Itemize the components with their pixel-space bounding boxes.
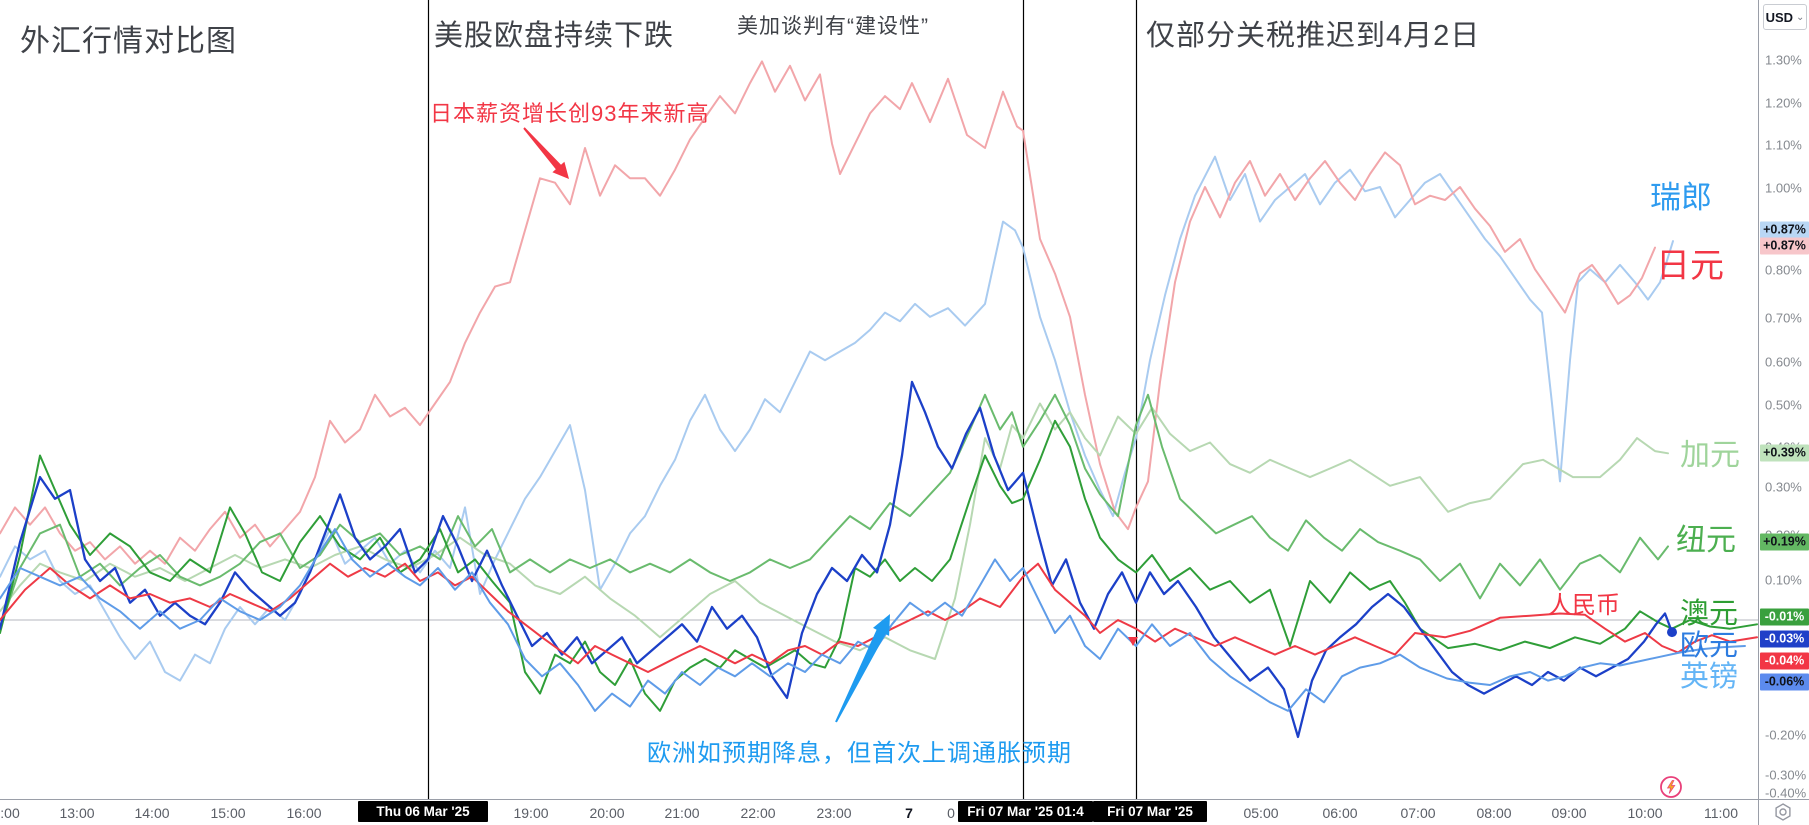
time-label-08:00: 08:00 <box>1476 805 1512 821</box>
series-label-加元: 加元 <box>1680 439 1740 472</box>
price-scale-settings-icon[interactable] <box>1773 802 1793 825</box>
time-label-16:00: 16:00 <box>286 805 322 821</box>
series-label-瑞郎: 瑞郎 <box>1650 180 1712 215</box>
price-axis[interactable]: USD ⌄ 1.30% 1.20% 1.10% 1.00% 0.80% 0.70% 0.60… <box>1758 0 1809 825</box>
price-label--0.30%: -0.30% <box>1765 767 1807 783</box>
series-label-欧元: 欧元 <box>1680 630 1739 662</box>
ecb-arrow[interactable] <box>835 614 890 723</box>
series-line-澳元[interactable] <box>0 419 1758 712</box>
time-label-10:00: 10:00 <box>1627 805 1663 821</box>
price-label-0.10%: 0.10% <box>1765 572 1802 588</box>
price-badge-日元: +0.87% <box>1760 237 1809 255</box>
time-label-21:00: 21:00 <box>664 805 700 821</box>
japan-wage-arrow[interactable] <box>523 127 569 179</box>
annotation-note-ecb[interactable]: 欧洲如预期降息，但首次上调通胀预期 <box>647 740 1072 767</box>
series-line-英镑[interactable] <box>0 528 1746 712</box>
chart-plot-area[interactable] <box>0 0 1758 799</box>
series-label-人民币: 人民币 <box>1548 592 1620 619</box>
series-line-瑞郎[interactable] <box>0 155 1674 682</box>
time-session-badge-3: Fri 07 Mar '25 03:15 <box>1093 801 1207 822</box>
series-line-人民币[interactable] <box>0 562 1758 673</box>
flash-boost-icon[interactable] <box>1659 775 1683 804</box>
price-label-0.70%: 0.70% <box>1765 310 1802 326</box>
series-label-澳元: 澳元 <box>1680 598 1739 630</box>
time-label-13:00: 13:00 <box>59 805 95 821</box>
series-line-日元[interactable] <box>0 60 1656 565</box>
price-label--0.40%: -0.40% <box>1765 785 1807 801</box>
price-badge-纽元: +0.19% <box>1760 533 1809 551</box>
price-badge-加元: +0.39% <box>1760 444 1809 462</box>
price-badge-人民币: -0.04% <box>1760 652 1809 670</box>
series-line-加元[interactable] <box>0 402 1669 660</box>
price-badge-瑞郎: +0.87% <box>1760 221 1809 239</box>
annotation-note-us-canada[interactable]: 美加谈判有“建设性” <box>737 15 929 38</box>
price-badge-澳元: -0.01% <box>1760 608 1809 626</box>
price-badge-欧元: -0.03% <box>1760 630 1809 648</box>
time-label-09:00: 09:00 <box>1551 805 1587 821</box>
series-line-纽元[interactable] <box>0 393 1669 630</box>
series-label-日元: 日元 <box>1656 247 1724 285</box>
price-axis-separator <box>1759 799 1809 800</box>
page-title: 外汇行情对比图 <box>20 25 237 58</box>
price-label-1.00%: 1.00% <box>1765 180 1802 196</box>
series-end-dot-欧元 <box>1667 627 1677 638</box>
series-label-英镑: 英镑 <box>1680 661 1739 693</box>
event-marker <box>1128 637 1138 646</box>
time-label-15:00: 15:00 <box>210 805 246 821</box>
time-session-badge-1: Thu 06 Mar '25 17:45 <box>358 801 488 822</box>
time-label-23:00: 23:00 <box>816 805 852 821</box>
currency-selector[interactable]: USD ⌄ <box>1763 4 1807 30</box>
time-axis[interactable]: :00 13:00 14:00 15:00 16:00 19:00 20:00 21:00 22… <box>0 799 1758 825</box>
time-label-22:00: 22:00 <box>740 805 776 821</box>
time-label-7: 7 <box>905 805 913 821</box>
time-label-06:00: 06:00 <box>1322 805 1358 821</box>
annotation-title-session2[interactable]: 美股欧盘持续下跌 <box>434 20 675 52</box>
price-label-1.20%: 1.20% <box>1765 95 1802 111</box>
time-label-05:00: 05:00 <box>1243 805 1279 821</box>
time-label-19:00: 19:00 <box>513 805 549 821</box>
time-label-0: 0 <box>947 805 955 821</box>
series-label-纽元: 纽元 <box>1676 524 1736 557</box>
time-session-badge-2: Fri 07 Mar '25 01:4 <box>958 801 1093 822</box>
time-label-20:00: 20:00 <box>589 805 625 821</box>
time-label-14:00: 14:00 <box>134 805 170 821</box>
chevron-down-icon: ⌄ <box>1796 11 1805 23</box>
time-label-07:00: 07:00 <box>1400 805 1436 821</box>
price-label-0.30%: 0.30% <box>1765 479 1802 495</box>
price-badge-英镑: -0.06% <box>1760 673 1809 691</box>
price-label-0.60%: 0.60% <box>1765 354 1802 370</box>
annotation-title-session3[interactable]: 仅部分关税推迟到4月2日 <box>1146 20 1481 52</box>
price-label-0.80%: 0.80% <box>1765 262 1802 278</box>
time-label-:00: :00 <box>0 805 20 821</box>
series-line-欧元[interactable] <box>0 380 1674 739</box>
annotation-note-japan-wage[interactable]: 日本薪资增长创93年来新高 <box>430 101 710 126</box>
time-label-11:00: 11:00 <box>1704 805 1738 821</box>
price-label-1.10%: 1.10% <box>1765 137 1802 153</box>
price-label-1.30%: 1.30% <box>1765 52 1802 68</box>
price-label-0.50%: 0.50% <box>1765 397 1802 413</box>
price-label--0.20%: -0.20% <box>1765 727 1807 743</box>
currency-selector-label: USD <box>1765 9 1794 25</box>
